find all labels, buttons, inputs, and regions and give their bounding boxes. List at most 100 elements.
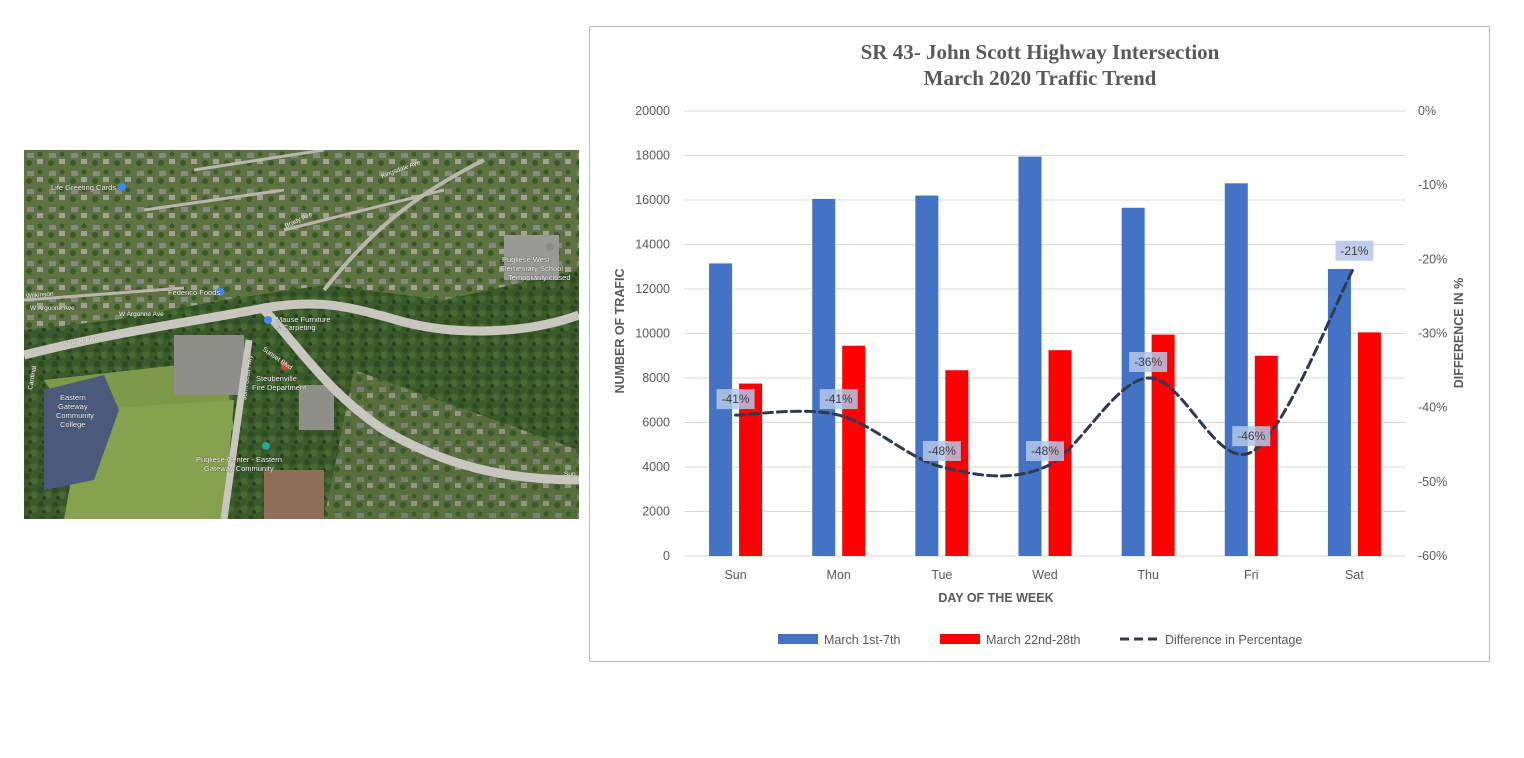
legend-label: March 1st-7th: [824, 633, 900, 647]
difference-label-fri: -46%: [1232, 426, 1271, 447]
difference-label-text: -48%: [928, 444, 956, 458]
map-pin-federico-foods[interactable]: Federico Foods: [168, 288, 224, 297]
difference-label-text: -46%: [1237, 429, 1265, 443]
y-axis-title: NUMBER OF TRAFIC: [613, 269, 627, 394]
x-tick-label: Sat: [1345, 568, 1364, 582]
bar-march-1-7-sat: [1327, 268, 1351, 556]
y-tick-label: 20000: [635, 104, 670, 118]
y2-axis-title: DIFFERENCE IN %: [1452, 278, 1466, 388]
difference-label-text: -41%: [825, 392, 853, 406]
y-tick-label: 8000: [642, 371, 670, 385]
bar-march-1-7-mon: [812, 198, 836, 556]
y-tick-label: 4000: [642, 460, 670, 474]
aerial-map-image: Life Greeting Cards Federico Foods Pugli…: [24, 150, 579, 519]
map-label-pugliese-center-2: Gateway Community: [204, 464, 274, 473]
y2-tick-label: -40%: [1418, 401, 1447, 415]
bar-march-1-7-wed: [1018, 156, 1042, 557]
y-tick-label: 18000: [635, 149, 670, 163]
map-label-federico-foods: Federico Foods: [168, 288, 220, 297]
chart-legend: March 1st-7th March 22nd-28th Difference i…: [778, 633, 1302, 647]
map-label-steubenville-fire-2: Fire Department: [252, 383, 307, 392]
difference-label-box: [922, 441, 961, 461]
chart-bars: [709, 156, 1381, 557]
y-tick-label: 2000: [642, 505, 670, 519]
chart-gridlines: [684, 110, 1406, 557]
chart-subtitle: March 2020 Traffic Trend: [924, 66, 1157, 90]
map-label-steubenville-fire-1: Steubenville: [256, 374, 297, 383]
map-pin-pugliese-west[interactable]: Pugliese West Elementary School Temporar…: [500, 243, 571, 282]
x-axis-title: DAY OF THE WEEK: [938, 591, 1053, 605]
y-tick-label: 0: [663, 549, 670, 563]
bar-march-22-28-fri: [1254, 355, 1278, 556]
map-pin-mause-furniture[interactable]: Mause Furniture & Carpeting: [264, 315, 331, 332]
map-label-pugliese-west-2: Elementary School: [500, 264, 563, 273]
bar-march-1-7-tue: [915, 195, 939, 557]
legend-item-march-22-28: March 22nd-28th: [940, 633, 1081, 647]
bar-march-22-28-mon: [842, 345, 866, 556]
map-pin-pugliese-center[interactable]: Pugliese Center - Eastern Gateway Commun…: [196, 442, 282, 473]
bar-march-1-7-sun: [709, 263, 733, 556]
bar-march-22-28-thu: [1151, 334, 1175, 556]
difference-label-sat: -21%: [1335, 240, 1374, 261]
y-axis-ticks: 0 2000 4000 6000 8000 10000 12000 14000 16000 180…: [635, 104, 670, 563]
x-tick-label: Wed: [1032, 568, 1058, 582]
map-label-pugliese-west-3: Temporarily closed: [508, 273, 571, 282]
difference-label-text: -41%: [722, 392, 750, 406]
difference-label-sun: -41%: [716, 389, 755, 410]
road-label-cardinal: Cardinal: [27, 365, 38, 391]
y-tick-label: 10000: [635, 327, 670, 341]
y-tick-label: 12000: [635, 282, 670, 296]
bar-march-22-28-sun: [739, 383, 763, 556]
y-tick-label: 14000: [635, 238, 670, 252]
aerial-map: Life Greeting Cards Federico Foods Pugli…: [24, 150, 579, 519]
legend-swatch: [940, 634, 980, 644]
difference-label-box: [1026, 441, 1064, 461]
y2-tick-label: -20%: [1418, 252, 1447, 266]
difference-label-box: [819, 389, 858, 410]
map-label-eastern-gateway-4: College: [60, 420, 85, 429]
y2-tick-label: -30%: [1418, 327, 1447, 341]
map-label-mause-furniture-2: & Carpeting: [276, 323, 316, 332]
map-pin-steubenville-fire[interactable]: Steubenville Fire Department: [252, 362, 307, 392]
legend-item-march-1-7: March 1st-7th: [778, 633, 900, 647]
y-tick-label: 6000: [642, 416, 670, 430]
y-tick-label: 16000: [635, 193, 670, 207]
chart-title: SR 43- John Scott Highway Intersection: [861, 40, 1220, 64]
difference-label-mon: -41%: [819, 389, 858, 410]
x-tick-label: Tue: [931, 568, 952, 582]
y2-tick-label: -10%: [1418, 178, 1447, 192]
bar-march-1-7-fri: [1224, 183, 1248, 556]
difference-label-text: -36%: [1134, 355, 1162, 369]
y2-tick-label: -50%: [1418, 475, 1447, 489]
traffic-chart: SR 43- John Scott Highway Intersection M…: [613, 40, 1466, 647]
legend-label: March 22nd-28th: [986, 633, 1081, 647]
x-axis-ticks: Sun Mon Tue Wed Thu Fri Sat: [724, 568, 1364, 582]
map-label-mause-furniture-1: Mause Furniture: [276, 315, 331, 324]
x-tick-label: Fri: [1244, 568, 1259, 582]
difference-label-box: [1129, 352, 1168, 372]
map-label-eastern-gateway-1: Eastern: [60, 393, 86, 402]
bar-march-22-28-sat: [1357, 332, 1381, 556]
difference-label-tue: -48%: [922, 441, 961, 461]
difference-label-box: [1232, 426, 1271, 447]
difference-label-wed: -48%: [1026, 441, 1064, 461]
y2-tick-label: -60%: [1418, 549, 1447, 563]
map-pin-life-greeting-cards[interactable]: Life Greeting Cards: [51, 183, 126, 192]
difference-label-box: [1335, 240, 1374, 261]
x-tick-label: Sun: [724, 568, 746, 582]
difference-label-text: -48%: [1031, 444, 1059, 458]
difference-label-text: -21%: [1340, 244, 1368, 258]
map-label-eastern-gateway-2: Gateway: [58, 402, 88, 411]
road-label-wilkinson: Wilkinson: [26, 291, 55, 300]
map-label-pugliese-west-1: Pugliese West: [502, 255, 551, 264]
map-label-eastern-gateway-3: Community: [56, 411, 94, 420]
traffic-chart-panel: SR 43- John Scott Highway Intersection M…: [589, 26, 1490, 662]
y2-tick-label: 0%: [1418, 104, 1436, 118]
legend-label: Difference in Percentage: [1165, 633, 1302, 647]
legend-item-difference: Difference in Percentage: [1120, 633, 1302, 647]
bar-march-22-28-tue: [945, 370, 969, 556]
y2-axis-ticks: -60% -50% -40% -30% -20% -10% 0%: [1418, 104, 1447, 563]
map-label-pugliese-center-1: Pugliese Center - Eastern: [196, 455, 282, 464]
road-label-sunset-blvd-edge: Sun: [564, 471, 576, 478]
difference-label-box: [716, 389, 755, 410]
